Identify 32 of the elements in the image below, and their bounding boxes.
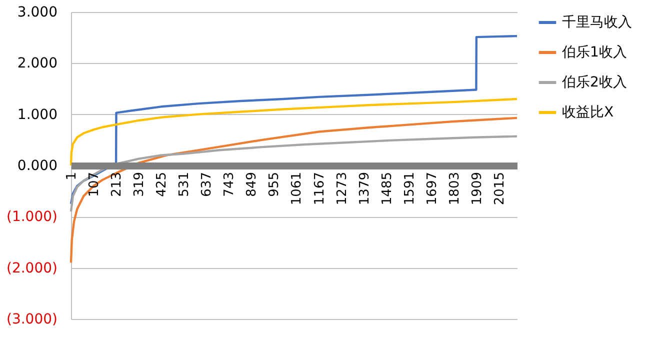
legend-label: 收益比X <box>562 104 614 120</box>
x-tick-label: 1061 <box>290 172 305 206</box>
x-tick-label: 107 <box>87 172 102 197</box>
line-series <box>70 98 518 167</box>
y-tick-label: (2.000) <box>6 260 58 276</box>
x-tick-label: 1 <box>64 172 80 180</box>
legend-label: 千里马收入 <box>562 14 632 30</box>
x-tick-label: 1591 <box>402 172 418 206</box>
x-tick-label: 743 <box>222 172 238 197</box>
x-tick-label: 319 <box>132 172 148 197</box>
x-tick-label: 2015 <box>492 172 508 206</box>
x-tick-label: 1167 <box>312 172 328 206</box>
x-tick-label: 1697 <box>424 172 440 206</box>
y-tick-label: 0.000 <box>17 158 58 174</box>
legend-label: 伯乐1收入 <box>561 44 627 60</box>
x-tick-label: 1803 <box>447 172 462 206</box>
x-tick-label: 1909 <box>470 172 485 206</box>
y-tick-label: 1.000 <box>17 106 58 123</box>
y-tick-label: (1.000) <box>6 209 58 226</box>
x-tick-label: 849 <box>244 172 260 197</box>
x-tick-label: 1485 <box>380 172 395 206</box>
x-tick-label: 531 <box>177 172 192 197</box>
y-tick-label: 3.000 <box>17 4 58 20</box>
y-tick-label: 2.000 <box>17 56 58 72</box>
legend-label: 伯乐2收入 <box>561 74 627 90</box>
x-tick-label: 425 <box>154 172 170 197</box>
x-tick-label: 637 <box>200 172 215 197</box>
x-tick-label: 213 <box>110 172 125 197</box>
y-tick-label: (3.000) <box>6 312 58 328</box>
x-tick-label: 955 <box>267 172 282 197</box>
x-tick-label: 1379 <box>357 172 372 206</box>
x-tick-label: 1273 <box>334 172 350 206</box>
